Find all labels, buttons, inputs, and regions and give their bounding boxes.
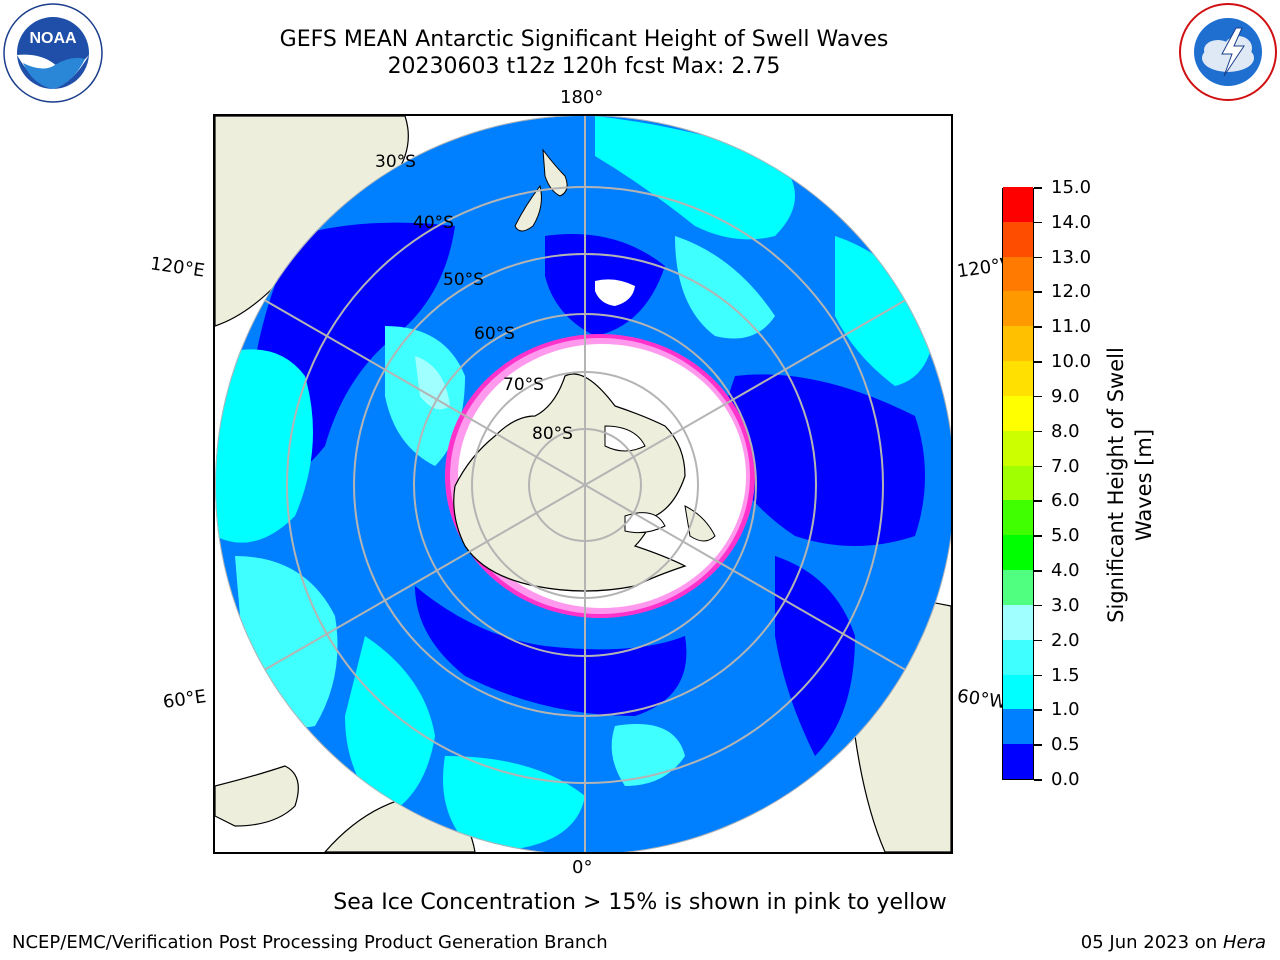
colorbar-tick: [1034, 674, 1042, 677]
lat-label-80s: 80°S: [532, 424, 573, 444]
colorbar-tick-label: 2.0: [1051, 629, 1080, 651]
colorbar-tick: [1034, 465, 1042, 468]
lon-label-60w: 60°W: [955, 685, 1008, 714]
colorbar-segment: [1003, 534, 1033, 571]
colorbar-tick-label: 7.0: [1051, 455, 1080, 477]
colorbar-tick-label: 1.5: [1051, 664, 1080, 686]
ross-ice-shelf: [604, 425, 646, 452]
colorbar-tick-label: 5.0: [1051, 525, 1080, 547]
noaa-logo-text: NOAA: [29, 30, 77, 47]
colorbar-segment: [1003, 604, 1033, 640]
antarctic-peninsula: [684, 505, 716, 542]
colorbar-tick-label: 1.0: [1051, 699, 1080, 721]
swell-1-1.5-region-3: [215, 349, 313, 543]
colorbar-title-line2: Waves [m]: [1132, 428, 1156, 542]
colorbar-tick: [1034, 744, 1042, 746]
map-title: GEFS MEAN Antarctic Significant Height o…: [279, 27, 889, 52]
colorbar-tick: [1034, 709, 1042, 711]
colorbar-tick-label: 9.0: [1051, 385, 1080, 407]
lon-label-180: 180°: [560, 87, 604, 108]
nws-logo: [1179, 3, 1277, 101]
colorbar-segment: [1003, 221, 1033, 257]
colorbar-tick: [1034, 256, 1042, 259]
swell-2-3-region: [415, 356, 450, 410]
colorbar-tick-label: 15.0: [1051, 177, 1092, 198]
polar-stereographic-map: [215, 116, 951, 852]
lat-label-60s: 60°S: [474, 324, 515, 344]
lat-label-40s: 40°S: [413, 213, 454, 233]
colorbar-tick-label: 6.0: [1051, 490, 1080, 512]
sea-ice-note: Sea Ice Concentration > 15% is shown in …: [333, 890, 947, 915]
weddell-ice-shelf: [624, 512, 666, 534]
colorbar-title: Significant Height of Swell Waves [m]: [1102, 285, 1158, 685]
lat-label-30s: 30°S: [375, 152, 416, 172]
colorbar-tick: [1034, 430, 1042, 433]
colorbar-segment: [1003, 465, 1033, 501]
footer-credit: NCEP/EMC/Verification Post Processing Pr…: [12, 932, 608, 953]
low-swell-region-4: [415, 586, 687, 716]
footer-host: Hera: [1222, 932, 1266, 953]
colorbar-segment: [1003, 430, 1033, 466]
colorbar-tick: [1034, 395, 1042, 398]
colorbar-tick-label: 12.0: [1051, 281, 1092, 303]
colorbar-segment: [1003, 325, 1033, 362]
colorbar-segment: [1003, 569, 1033, 605]
colorbar-segment: [1003, 395, 1033, 431]
colorbar-segment: [1003, 639, 1033, 675]
lon-label-0: 0°: [572, 857, 593, 878]
colorbar-title-line1: Significant Height of Swell: [1104, 347, 1128, 623]
no-data-patch: [595, 279, 635, 306]
colorbar-segment: [1003, 674, 1033, 710]
colorbar-tick-label: 0.5: [1051, 734, 1080, 756]
new-zealand-north: [542, 148, 568, 197]
colorbar-segment: [1003, 256, 1033, 292]
colorbar-tick-label: 14.0: [1051, 211, 1092, 233]
lat-label-70s: 70°S: [503, 375, 544, 395]
colorbar-segment: [1003, 360, 1033, 396]
colorbar-tick: [1034, 291, 1042, 293]
swell-height-map: [213, 114, 953, 854]
colorbar-tick-label: 10.0: [1051, 351, 1092, 373]
footer-date-text: 05 Jun 2023 on: [1080, 932, 1223, 953]
colorbar-tick: [1034, 326, 1042, 328]
colorbar-tick: [1034, 779, 1042, 781]
colorbar-tick: [1034, 361, 1042, 363]
colorbar-tick: [1034, 639, 1042, 642]
lon-label-120e: 120°E: [148, 253, 206, 282]
island-landmass: [215, 765, 299, 827]
colorbar-tick-label: 13.0: [1051, 246, 1092, 268]
colorbar-tick-label: 3.0: [1051, 594, 1080, 616]
new-zealand-south: [514, 184, 542, 232]
colorbar-tick: [1034, 500, 1042, 502]
colorbar-tick: [1034, 187, 1042, 189]
colorbar-tick-label: 4.0: [1051, 560, 1080, 582]
colorbar-tick-label: 8.0: [1051, 420, 1080, 442]
colorbar-segment: [1003, 499, 1033, 536]
footer-date: 05 Jun 2023 on Hera: [1081, 932, 1266, 953]
colorbar-tick: [1034, 604, 1042, 607]
colorbar-tick: [1034, 221, 1042, 224]
colorbar-tick: [1034, 570, 1042, 572]
colorbar-segment: [1003, 743, 1033, 779]
colorbar-segment: [1003, 290, 1033, 327]
noaa-logo: NOAA: [3, 3, 103, 103]
swell-1.5-2-region-4: [611, 724, 685, 786]
colorbar: [1002, 186, 1034, 780]
lat-label-50s: 50°S: [443, 270, 484, 290]
colorbar-tick: [1034, 535, 1042, 537]
colorbar-tick-label: 11.0: [1051, 316, 1092, 338]
map-subtitle-run: 20230603 t12z 120h fcst Max: 2.75: [387, 54, 781, 79]
colorbar-segment: [1003, 708, 1033, 745]
colorbar-segment: [1003, 186, 1033, 222]
low-swell-region-3: [715, 374, 925, 546]
lon-label-60e: 60°E: [161, 686, 208, 713]
swell-1-1.5-region-4: [345, 636, 435, 816]
colorbar-tick-label: 0.0: [1051, 769, 1080, 790]
swell-1.5-2-region-1: [675, 236, 775, 339]
